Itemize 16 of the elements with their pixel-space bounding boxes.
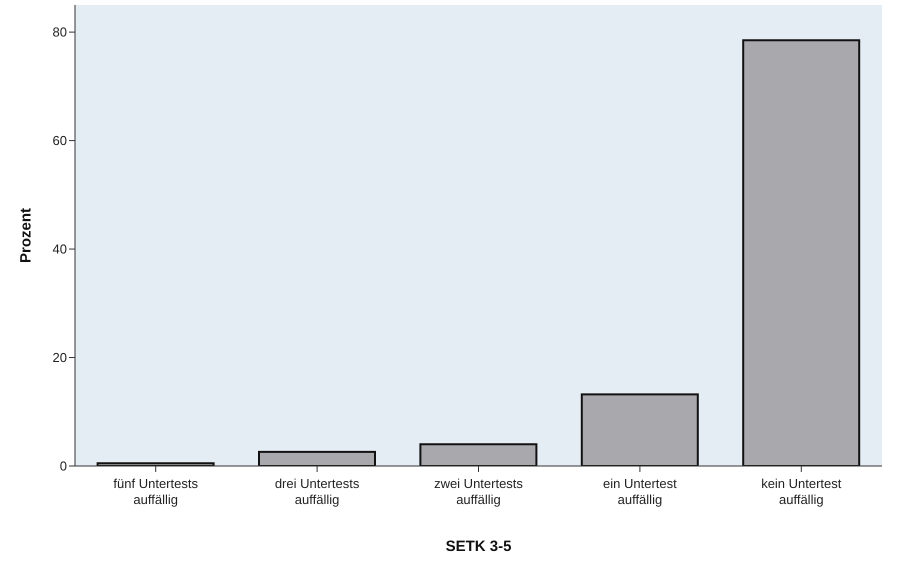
y-tick-label: 0	[60, 458, 67, 474]
x-tick-label: ein Untertest auffällig	[603, 476, 678, 507]
y-tick-label: 60	[52, 133, 67, 148]
x-tick-label: zwei Untertests auffällig	[434, 476, 524, 507]
y-tick-label: 40	[52, 242, 67, 257]
x-tick-label: kein Untertest auffällig	[761, 476, 842, 507]
bar	[419, 443, 538, 466]
y-tick-label: 20	[52, 350, 67, 366]
x-axis-title: SETK 3-5	[446, 538, 512, 555]
x-tick-label: fünf Untertests auffällig	[113, 476, 198, 507]
bar	[742, 39, 860, 466]
x-tick-label: drei Untertests auffällig	[274, 476, 360, 507]
y-axis-title: Prozent	[17, 208, 34, 264]
bar	[580, 393, 699, 466]
bar	[258, 450, 376, 466]
y-tick-label: 80	[52, 24, 67, 40]
